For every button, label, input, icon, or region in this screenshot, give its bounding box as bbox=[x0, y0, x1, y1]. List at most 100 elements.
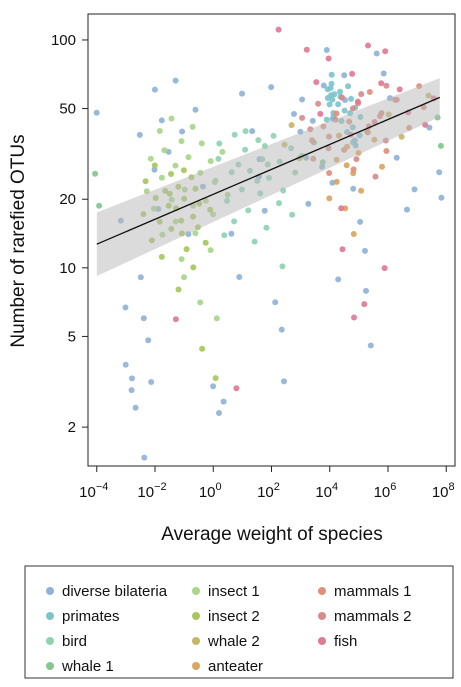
legend: diverse bilateria primates bird whale 1 inse… bbox=[24, 565, 454, 679]
data-point bbox=[329, 96, 336, 103]
legend-item: fish bbox=[318, 633, 357, 650]
legend-item: whale 2 bbox=[192, 633, 260, 650]
legend-marker bbox=[318, 587, 326, 595]
data-point bbox=[276, 200, 282, 207]
x-tick-label: 10−4 bbox=[79, 481, 108, 501]
data-point bbox=[151, 166, 158, 173]
legend-marker bbox=[318, 612, 326, 620]
legend-item: mammals 1 bbox=[318, 583, 412, 600]
data-point bbox=[281, 378, 287, 385]
data-point bbox=[202, 239, 209, 246]
data-point bbox=[437, 142, 444, 149]
legend-marker bbox=[46, 587, 54, 595]
legend-marker bbox=[46, 662, 54, 670]
data-point bbox=[331, 91, 338, 98]
legend-label: bird bbox=[62, 633, 87, 650]
legend-item: mammals 2 bbox=[318, 608, 412, 625]
data-point bbox=[361, 301, 368, 308]
data-point bbox=[365, 42, 371, 49]
data-point bbox=[239, 90, 245, 97]
data-point bbox=[158, 174, 165, 181]
legend-label: insect 2 bbox=[208, 608, 260, 625]
data-point bbox=[338, 205, 345, 212]
data-point bbox=[190, 264, 197, 271]
data-point bbox=[236, 274, 243, 280]
data-point bbox=[122, 304, 129, 311]
data-point bbox=[350, 166, 357, 173]
data-point bbox=[233, 385, 240, 392]
data-point bbox=[349, 105, 356, 112]
data-point bbox=[183, 246, 190, 253]
data-point bbox=[137, 274, 144, 281]
data-point bbox=[372, 173, 379, 180]
data-point bbox=[156, 128, 163, 134]
legend-item: primates bbox=[46, 608, 120, 625]
data-point bbox=[378, 80, 385, 87]
x-tick-label: 100 bbox=[199, 481, 222, 501]
legend-label: diverse bilateria bbox=[62, 583, 168, 600]
data-point bbox=[272, 299, 279, 306]
legend-marker bbox=[192, 637, 200, 645]
data-point bbox=[358, 187, 365, 194]
plot-inner bbox=[92, 26, 445, 461]
y-tick-label: 50 bbox=[59, 101, 76, 118]
data-point bbox=[436, 169, 443, 176]
data-point bbox=[313, 79, 320, 86]
y-axis-label: Number of rarefied OTUs bbox=[8, 134, 29, 347]
x-tick-label: 10−2 bbox=[137, 481, 166, 501]
legend-label: whale 1 bbox=[61, 658, 114, 675]
data-point bbox=[380, 70, 387, 77]
data-point bbox=[278, 326, 285, 333]
x-axis-label: Average weight of species bbox=[161, 524, 382, 545]
data-point bbox=[339, 246, 346, 253]
data-point bbox=[349, 70, 356, 77]
data-point bbox=[303, 46, 310, 53]
axes: 2 5 10 20 50 100 10−4 10−2 100 102 104 106 108 bbox=[51, 13, 456, 501]
data-point bbox=[122, 361, 129, 368]
data-point bbox=[382, 48, 389, 55]
data-point bbox=[255, 137, 262, 144]
data-point bbox=[350, 185, 357, 192]
data-point bbox=[215, 155, 222, 162]
data-point bbox=[207, 158, 214, 165]
data-point bbox=[358, 91, 365, 98]
data-point bbox=[373, 50, 380, 57]
data-point bbox=[393, 154, 400, 161]
data-point bbox=[261, 207, 268, 214]
data-point bbox=[158, 117, 165, 124]
data-point bbox=[328, 80, 335, 87]
legend-label: primates bbox=[62, 608, 120, 625]
legend-label: mammals 1 bbox=[334, 583, 412, 600]
data-point bbox=[249, 128, 256, 135]
data-point bbox=[212, 375, 219, 382]
data-point bbox=[426, 124, 433, 131]
x-tick-label: 104 bbox=[315, 481, 338, 501]
data-point bbox=[219, 148, 226, 155]
data-point bbox=[221, 232, 228, 239]
data-point bbox=[198, 140, 205, 147]
series-fish bbox=[172, 26, 437, 392]
data-point bbox=[141, 454, 148, 461]
legend-marker bbox=[192, 587, 200, 595]
data-point bbox=[438, 194, 445, 201]
data-point bbox=[192, 230, 199, 237]
data-point bbox=[325, 55, 332, 62]
data-point bbox=[335, 101, 342, 108]
legend-item: anteater bbox=[192, 658, 263, 675]
data-point bbox=[263, 224, 270, 231]
data-point bbox=[315, 100, 322, 107]
data-point bbox=[411, 186, 418, 193]
data-point bbox=[189, 123, 196, 130]
data-point bbox=[207, 247, 214, 254]
data-point bbox=[136, 131, 143, 138]
data-point bbox=[362, 247, 368, 254]
data-point bbox=[178, 256, 185, 263]
y-tick-label: 2 bbox=[68, 419, 76, 436]
y-tick-label: 5 bbox=[68, 328, 76, 345]
data-point bbox=[179, 128, 186, 135]
data-point bbox=[335, 276, 342, 283]
data-point bbox=[328, 71, 335, 78]
data-point bbox=[383, 82, 390, 89]
data-point bbox=[132, 404, 139, 411]
data-point bbox=[350, 231, 357, 237]
